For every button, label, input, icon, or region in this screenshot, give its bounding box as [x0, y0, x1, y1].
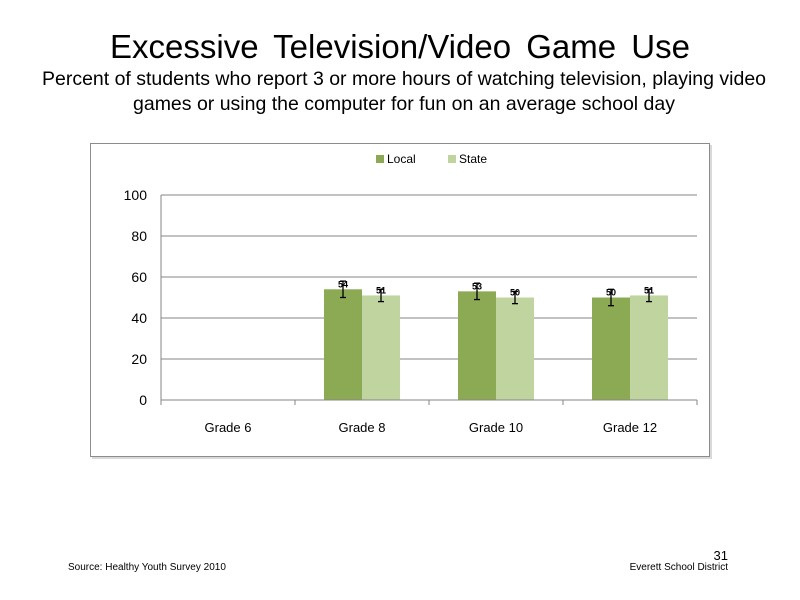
chart-title: Excessive Television/Video Game Use	[110, 28, 690, 65]
legend-swatch-state	[448, 155, 456, 163]
slide-number: 31	[713, 548, 728, 563]
bar-state	[496, 297, 534, 400]
legend-label-local: Local	[387, 152, 416, 166]
data-label: 53	[472, 281, 482, 291]
bar-local	[458, 291, 496, 400]
legend-swatch-local	[376, 155, 384, 163]
y-tick-label: 60	[131, 269, 147, 285]
x-tick-label: Grade 6	[205, 420, 252, 435]
x-tick-label: Grade 8	[339, 420, 386, 435]
source-note: Source: Healthy Youth Survey 2010	[68, 562, 226, 573]
chart-subtitle: Percent of students who report 3 or more…	[41, 68, 767, 115]
y-tick-label: 100	[124, 187, 148, 203]
x-tick-label: Grade 10	[469, 420, 523, 435]
district-name: Everett School District	[629, 562, 728, 573]
legend-label-state: State	[459, 152, 487, 166]
bar-state	[362, 295, 400, 400]
x-tick-label: Grade 12	[603, 420, 657, 435]
bar-chart: 0 20 40 60 80 100 Grade 6 Grade 8 Grade 10 Grade …	[124, 152, 698, 435]
chart-frame: 0 20 40 60 80 100 Grade 6 Grade 8 Grade 10 Grade …	[90, 143, 710, 457]
bar-local	[324, 289, 362, 400]
y-tick-label: 40	[131, 310, 147, 326]
y-tick-label: 20	[131, 351, 147, 367]
bar-state	[630, 295, 668, 400]
data-label: 54	[338, 279, 348, 289]
data-label: 51	[644, 285, 654, 295]
y-tick-label: 0	[139, 392, 147, 408]
data-label: 50	[606, 288, 616, 298]
bar-local	[592, 297, 630, 400]
data-label: 51	[376, 285, 386, 295]
data-label: 50	[510, 288, 520, 298]
y-tick-label: 80	[131, 228, 147, 244]
